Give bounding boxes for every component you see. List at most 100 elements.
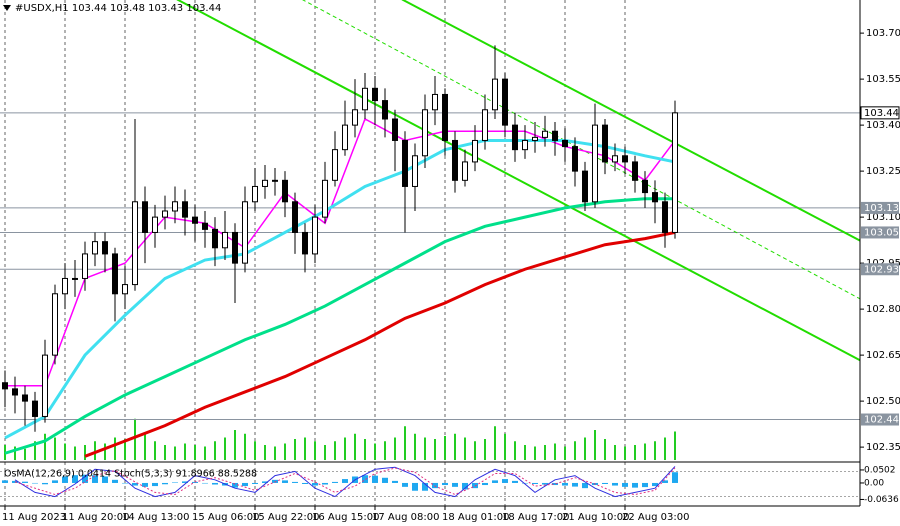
y-tick-label: 103.40 (866, 120, 900, 131)
candle-body (372, 87, 378, 102)
volume-bar (564, 446, 566, 460)
x-tick-label: 16 Aug 15:00 (312, 512, 379, 523)
osma-bar (672, 472, 678, 483)
volume-bar (674, 431, 676, 460)
osma-bar (232, 482, 238, 488)
candle-body (642, 179, 648, 194)
candle-body (662, 201, 668, 233)
candle-body (382, 100, 388, 120)
candle-body (162, 210, 168, 218)
stoch-line (14, 466, 676, 498)
oscillator-title: OsMA(12,26,9) 0.0414 Stoch(5,3,3) 91.896… (4, 469, 257, 480)
volume-bar (24, 448, 26, 460)
osma-bar (622, 482, 628, 487)
candle-body (592, 124, 598, 203)
candle-body (202, 222, 208, 230)
candle-body (562, 139, 568, 148)
volume-bar (274, 446, 276, 460)
moving-average (5, 117, 676, 387)
candle-body (272, 179, 278, 182)
osc-y-tick-label: -0.0636 (864, 495, 899, 505)
osma-bar (422, 482, 428, 491)
osc-y-tick-label: 0.00 (864, 478, 884, 488)
y-tick-label: 102.65 (866, 350, 900, 361)
candle-body (282, 179, 288, 203)
candle-body (482, 109, 488, 141)
candle-body (2, 382, 8, 390)
osma-bar (322, 482, 328, 485)
level-label-box (860, 106, 900, 120)
volume-bar (184, 443, 186, 460)
candle-body (612, 155, 618, 163)
volume-bar (264, 445, 266, 460)
moving-average (4, 197, 675, 455)
candle-body (322, 179, 328, 218)
x-tick-label: 18 Aug 17:00 (502, 512, 569, 523)
candle-body (22, 394, 28, 402)
volume-bar (504, 433, 506, 460)
candle-body (512, 124, 518, 151)
candle-body (142, 201, 148, 233)
volume-bar (404, 426, 406, 460)
osma-bar (392, 480, 398, 483)
volume-bar (514, 441, 516, 460)
x-tick-label: 11 Aug 20:00 (62, 512, 129, 523)
volume-bar (54, 437, 56, 460)
osma-bar (612, 482, 618, 486)
candle-body (352, 109, 358, 126)
candle-body (62, 277, 68, 295)
volume-bar (134, 418, 136, 460)
volume-bar (604, 439, 606, 460)
candle-body (472, 139, 478, 163)
candle-body (542, 130, 548, 138)
osma-bar (242, 482, 248, 487)
volume-bar (224, 437, 226, 460)
volume-bar (384, 441, 386, 460)
volume-bar (654, 441, 656, 460)
osma-bar (532, 482, 538, 484)
osma-bar (152, 482, 158, 487)
level-label: 103.05 (864, 227, 899, 238)
volume-bar (664, 437, 666, 460)
osma-bar (142, 482, 148, 487)
y-tick-label: 103.25 (866, 166, 900, 177)
plot (2, 0, 860, 458)
osc-y-tick-label: 0.0502 (864, 465, 896, 475)
candle-body (242, 201, 248, 264)
y-tick-label: 102.80 (866, 304, 900, 315)
osma-bar (452, 482, 458, 487)
level-label-box (861, 263, 899, 276)
candle-body (602, 124, 608, 163)
volume-bar (544, 445, 546, 460)
osma-bar (92, 475, 98, 483)
level-label: 103.13 (864, 203, 899, 214)
level-label: 103.44 (864, 108, 899, 119)
volume-bar (164, 445, 166, 460)
osma-bar (542, 482, 548, 485)
osma-bar (262, 481, 268, 483)
osma-bar (342, 479, 348, 483)
volume-bar (114, 437, 116, 460)
x-tick-label: 21 Aug 10:00 (562, 512, 629, 523)
candle-body (412, 155, 418, 187)
osma-bar (402, 482, 408, 487)
volume-bar (204, 446, 206, 460)
volume-bar (354, 433, 356, 460)
candle-body (672, 112, 678, 233)
chart-title: #USDX,H1 103.44 103.48 103.43 103.44 (15, 3, 221, 14)
candle-body (502, 78, 508, 126)
osma-bar (62, 476, 68, 483)
volume-bar (254, 441, 256, 460)
osma-bar (212, 482, 218, 485)
candle-body (292, 201, 298, 233)
candle-body (122, 284, 128, 295)
level-label-box (861, 201, 899, 214)
osma-bar (552, 482, 558, 486)
osma-bar (312, 482, 318, 486)
moving-average (84, 230, 676, 458)
candle-body (652, 192, 658, 203)
osma-bar (442, 482, 448, 486)
osma-bar (202, 482, 208, 484)
volume-bar (614, 445, 616, 460)
candle-body (182, 201, 188, 218)
